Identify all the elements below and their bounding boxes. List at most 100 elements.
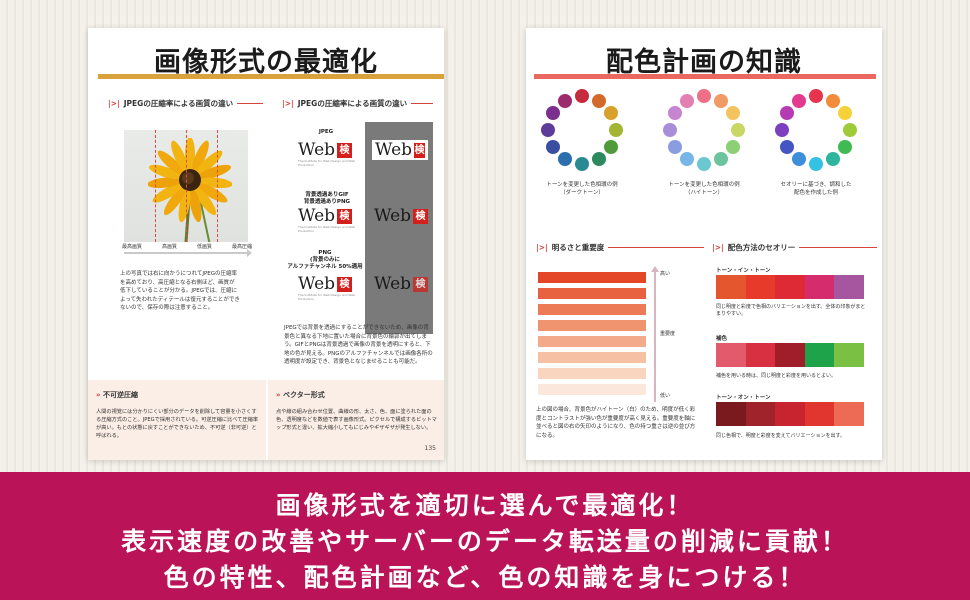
section-mark-icon: |>|	[536, 243, 548, 252]
color-swatch-dot	[575, 157, 589, 171]
color-swatch-dot	[792, 93, 806, 108]
web-logo: Web 検	[374, 276, 432, 300]
color-swatch	[834, 275, 864, 299]
web-logo: Web 検	[374, 208, 432, 232]
color-wheel-dark	[540, 88, 624, 172]
color-swatch	[804, 343, 835, 367]
color-swatch-dot	[809, 157, 823, 171]
color-swatch-dot	[726, 140, 741, 154]
swatch-row-tone-on-tone	[716, 402, 864, 426]
color-swatch	[745, 275, 776, 299]
color-swatch	[716, 343, 746, 367]
brightness-bar	[538, 272, 646, 283]
color-wheel-high	[662, 88, 746, 172]
color-swatch	[804, 275, 835, 299]
section-heading: |>| JPEGの圧縮率による画質の違い	[108, 98, 264, 109]
color-swatch	[775, 275, 805, 299]
format-description: JPEGでは背景を透過にすることができないため、画像の背景色と異なる下地に置いた…	[284, 325, 433, 365]
color-swatch-dot	[604, 106, 619, 120]
color-swatch	[775, 343, 805, 367]
color-swatch-dot	[609, 123, 623, 137]
color-swatch	[745, 343, 776, 367]
right-page: 配色計画の知識 トーンを変更した色相環の例 （ダークトーン） トーンを変更した色…	[526, 28, 882, 460]
color-swatch-dot	[779, 106, 794, 120]
chevron-right-icon: »	[276, 391, 281, 399]
flower-icon	[148, 138, 232, 222]
color-swatch-dot	[809, 89, 823, 103]
banner-line: 色の特性、配色計画など、色の知識を身につける！	[163, 563, 807, 592]
swatch-row-complementary	[716, 343, 864, 367]
color-swatch-dot	[541, 123, 555, 137]
web-kanji-badge: 検	[414, 143, 425, 158]
color-swatch-dot	[792, 152, 806, 167]
arrow-up-icon	[651, 266, 659, 402]
title-rule	[534, 74, 876, 79]
color-swatch-dot	[575, 89, 589, 103]
format-label-jpeg: JPEG	[318, 129, 334, 135]
color-swatch-dot	[663, 123, 677, 137]
web-logo: Web 検 The Institute for Web Design and We…	[298, 274, 355, 302]
theory-label: トーン・イン・トーン	[716, 268, 771, 274]
section-mark-icon: |>|	[282, 99, 294, 108]
color-swatch-dot	[697, 157, 711, 171]
color-wheel-harmony	[774, 88, 858, 172]
brightness-bar	[538, 368, 646, 379]
brightness-bar	[538, 352, 646, 363]
theory-description: 同じ色相で、明度と彩度を変えてバリエーションを出す。	[716, 433, 845, 439]
color-swatch-dot	[697, 89, 711, 103]
color-swatch-dot	[680, 152, 694, 167]
brightness-bar	[538, 384, 646, 395]
color-swatch-dot	[667, 140, 682, 154]
color-swatch-dot	[843, 123, 857, 137]
axis-label-importance: 重要度	[660, 331, 676, 337]
color-swatch	[716, 402, 746, 426]
color-swatch-dot	[545, 140, 560, 154]
flower-photo	[124, 130, 248, 242]
wheel-caption: トーンを変更した色相環の例 （ハイトーン）	[668, 182, 740, 196]
web-logo: Web 検 The Institute for Web Design and We…	[298, 206, 355, 234]
section-heading: |>| JPEGの圧縮率による画質の違い	[282, 98, 434, 109]
wheel-caption: トーンを変更した色相環の例 （ダークトーン）	[546, 182, 618, 196]
chevron-right-icon: »	[96, 391, 101, 399]
color-swatch-dot	[726, 106, 741, 120]
axis-label-high: 高い	[660, 271, 671, 277]
title-rule	[98, 74, 444, 79]
web-kanji-badge: 検	[337, 209, 353, 224]
color-swatch-dot	[826, 152, 840, 167]
color-swatch	[745, 402, 776, 426]
section-mark-icon: |>|	[712, 243, 724, 252]
theory-label: 補色	[716, 336, 728, 342]
theory-description: 同じ明度と彩度で色相のバリエーションを出す。全体の印象がまとまりやすい。	[716, 304, 866, 317]
page-title: 画像形式の最適化	[154, 47, 378, 78]
web-kanji-badge: 検	[337, 143, 353, 158]
wheel-caption: セオリーに基づき、調和した 配色を作成した例	[780, 182, 852, 196]
quality-labels: 最高画質 高画質 低画質 最高圧縮	[122, 244, 252, 250]
color-swatch-dot	[838, 106, 853, 120]
section-heading: |>| 配色方法のセオリー	[712, 242, 878, 253]
color-swatch-dot	[731, 123, 745, 137]
web-logo: Web 検	[372, 140, 428, 160]
theory-description: 補色を用いる時は、同じ明度と彩度を用いるとよい。	[716, 373, 837, 379]
color-swatch-dot	[838, 140, 853, 154]
swatch-row-tone-in-tone	[716, 275, 864, 299]
banner-line: 表示速度の改善やサーバーのデータ転送量の削減に貢献！	[121, 527, 849, 556]
axis-label-low: 低い	[660, 393, 671, 399]
color-swatch-dot	[775, 123, 789, 137]
section-mark-icon: |>|	[108, 99, 120, 108]
web-logo: Web 検 The Institute for Web Design and We…	[298, 140, 355, 168]
info-box-vector: » ベクター形式 点や線の組み合わせ位置、曲線の形、太さ、色、面に塗られた面の色…	[268, 380, 444, 460]
color-swatch	[775, 402, 805, 426]
page-title: 配色計画の知識	[606, 47, 802, 78]
color-swatch-dot	[558, 93, 572, 108]
color-swatch-dot	[680, 93, 694, 108]
color-swatch-dot	[714, 152, 728, 167]
page-number: 135	[424, 445, 436, 452]
info-box-lossy: » 不可逆圧縮 人間の視覚には分かりにくい部分のデータを削除して容量を小さくする…	[88, 380, 266, 460]
color-swatch-dot	[545, 106, 560, 120]
web-kanji-badge: 検	[337, 277, 353, 292]
brightness-bar	[538, 304, 646, 315]
color-swatch-dot	[558, 152, 572, 167]
color-swatch	[834, 343, 864, 367]
color-swatch	[716, 275, 746, 299]
color-swatch-dot	[667, 106, 682, 120]
